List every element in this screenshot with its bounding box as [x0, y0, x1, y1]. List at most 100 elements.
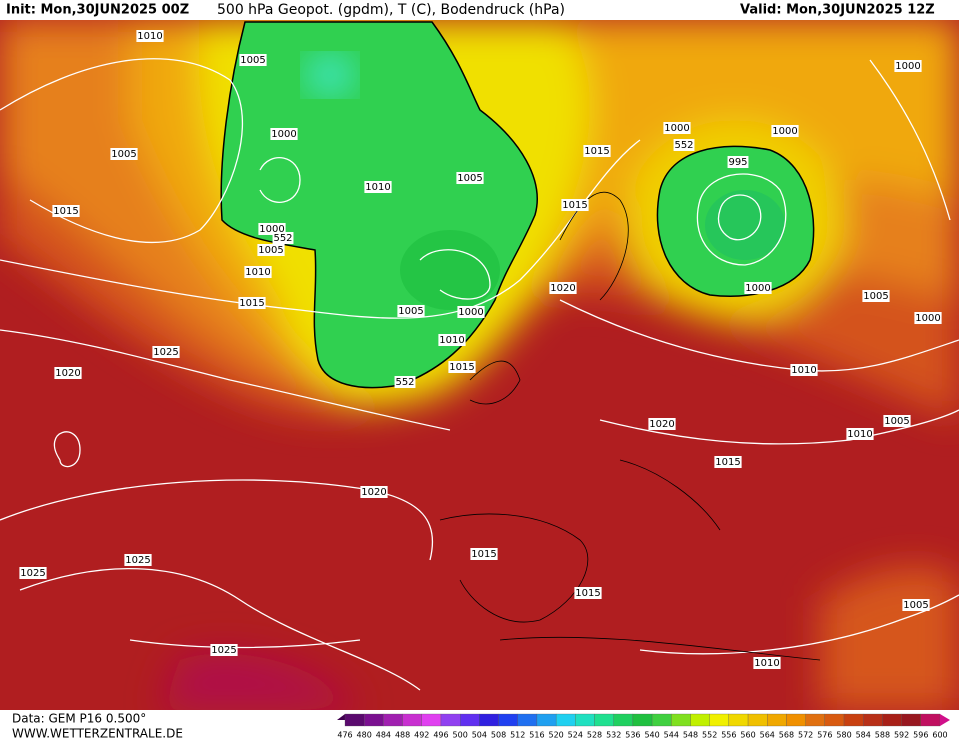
label-background [124, 554, 152, 566]
label-background [753, 657, 781, 669]
colorbar-swatch [575, 713, 595, 727]
colorbar-label: 564 [760, 731, 775, 740]
colorbar-swatch [651, 713, 672, 727]
colorbar-label: 528 [587, 731, 602, 740]
isobar-label: 552 [674, 140, 693, 151]
isobar-label: 1000 [271, 129, 296, 140]
colorbar-label: 484 [376, 731, 391, 740]
label-background [457, 306, 485, 318]
label-background [790, 364, 818, 376]
isobar-label: 1015 [471, 549, 496, 560]
colorbar-swatch [767, 713, 787, 727]
isobar-label: 1015 [239, 298, 264, 309]
label-background [136, 30, 164, 42]
isobar-label: 1010 [245, 267, 270, 278]
colorbar-label: 496 [433, 731, 448, 740]
colorbar-swatch [786, 713, 806, 727]
colorbar-label: 556 [721, 731, 736, 740]
isobar-label: 1015 [575, 588, 600, 599]
label-background [902, 599, 930, 611]
label-background [394, 376, 416, 388]
colorbar-label: 500 [453, 731, 468, 740]
colorbar-swatch [383, 713, 403, 727]
label-background [257, 244, 285, 256]
colorbar-label: 488 [395, 731, 410, 740]
colorbar-swatch [863, 713, 883, 727]
isobar-label: 552 [395, 377, 414, 388]
colorbar-swatch [498, 713, 518, 727]
colorbar-label: 532 [606, 731, 621, 740]
colorbar-label: 592 [894, 731, 909, 740]
init-time: Init: Mon,30JUN2025 00Z [6, 3, 189, 18]
label-background [52, 205, 80, 217]
label-background [110, 148, 138, 160]
isobar-label: 1010 [137, 31, 162, 42]
label-background [744, 282, 772, 294]
isobar-label: 1015 [53, 206, 78, 217]
label-background [470, 548, 498, 560]
colorbar-label: 524 [568, 731, 583, 740]
colorbar-swatch [517, 713, 538, 727]
isobar-label: 1000 [259, 224, 284, 235]
colorbar-swatch [709, 713, 730, 727]
colorbar-label: 492 [414, 731, 429, 740]
colorbar-swatch [402, 713, 422, 727]
label-background [238, 297, 266, 309]
isobar-label: 1020 [55, 368, 80, 379]
colorbar-swatch [421, 713, 442, 727]
isobar-label: 1020 [649, 419, 674, 430]
label-background [549, 282, 577, 294]
isobars [0, 58, 959, 691]
isobar-label: 1025 [20, 568, 45, 579]
label-background [771, 125, 799, 137]
colorbar-label: 512 [510, 731, 525, 740]
map [0, 20, 959, 710]
label-background [846, 428, 874, 440]
label-background [883, 415, 911, 427]
map-title: 500 hPa Geopot. (gpdm), T (C), Bodendruc… [217, 2, 565, 18]
isobar-label: 1010 [439, 335, 464, 346]
label-background [583, 145, 611, 157]
colorbar-label: 584 [856, 731, 871, 740]
colorbar-label: 572 [798, 731, 813, 740]
isobar-label: 1000 [772, 126, 797, 137]
valid-time: Valid: Mon,30JUN2025 12Z [740, 3, 935, 18]
isobar-label: 1005 [258, 245, 283, 256]
label-background [914, 312, 942, 324]
label-background [152, 346, 180, 358]
colorbar-label: 576 [817, 731, 832, 740]
colorbar-label: 552 [702, 731, 717, 740]
colorbar-label: 544 [664, 731, 679, 740]
colorbar-swatch [671, 713, 691, 727]
colorbar-high-arrow [940, 714, 950, 726]
label-background [673, 139, 695, 151]
isobar-label: 1020 [550, 283, 575, 294]
colorbar-swatch [824, 713, 845, 727]
label-background [364, 181, 392, 193]
label-background [19, 567, 47, 579]
label-background [727, 156, 749, 168]
isobar-label: 1005 [884, 416, 909, 427]
colorbar-swatch [632, 713, 653, 727]
isobar-label: 1000 [915, 313, 940, 324]
label-background [54, 367, 82, 379]
colorbar-label: 540 [644, 731, 659, 740]
label-background [862, 290, 890, 302]
colorbar-low-arrow [337, 714, 345, 720]
isobar-label: 1005 [398, 306, 423, 317]
isobar-label: 995 [728, 157, 747, 168]
label-background [210, 644, 238, 656]
isobar-label: 1000 [745, 283, 770, 294]
colorbar-label: 580 [836, 731, 851, 740]
label-background [648, 418, 676, 430]
label-background [270, 128, 298, 140]
isobar-label: 1005 [240, 55, 265, 66]
isobar-label: 1010 [754, 658, 779, 669]
colorbar-swatch [920, 713, 941, 727]
isobar-label: 1015 [584, 146, 609, 157]
isobar-label: 1000 [664, 123, 689, 134]
colorbar-swatch [536, 713, 557, 727]
data-source: Data: GEM P16 0.500° [12, 712, 146, 726]
colorbar-label: 536 [625, 731, 640, 740]
colorbar-label: 596 [913, 731, 928, 740]
